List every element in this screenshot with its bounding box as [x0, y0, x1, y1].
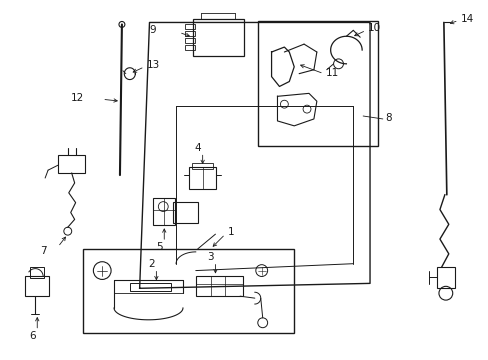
Bar	[191, 163, 213, 169]
Bar	[30, 267, 44, 278]
Text: 4: 4	[194, 143, 201, 153]
Text: 8: 8	[384, 113, 390, 123]
Bar	[58, 156, 85, 173]
Bar	[257, 21, 377, 145]
Bar	[25, 276, 49, 296]
Bar	[173, 202, 197, 223]
Text: 7: 7	[40, 246, 46, 256]
Bar	[184, 38, 194, 43]
Bar	[195, 276, 243, 296]
Text: 1: 1	[228, 227, 234, 237]
Bar	[129, 283, 171, 291]
Bar	[153, 198, 175, 225]
Bar	[82, 249, 294, 333]
Text: 11: 11	[325, 68, 338, 78]
Bar	[192, 18, 244, 56]
Text: 6: 6	[29, 330, 36, 341]
Text: 3: 3	[207, 252, 213, 262]
Text: 5: 5	[156, 242, 163, 252]
Bar	[184, 45, 194, 50]
Text: 10: 10	[367, 23, 381, 33]
Text: 12: 12	[71, 93, 84, 103]
Bar	[436, 267, 454, 288]
Bar	[184, 24, 194, 30]
Bar	[184, 31, 194, 36]
Text: 13: 13	[146, 60, 160, 70]
Text: 14: 14	[460, 14, 473, 23]
Bar	[188, 167, 216, 189]
Text: 2: 2	[148, 259, 155, 269]
Text: 9: 9	[149, 25, 156, 35]
